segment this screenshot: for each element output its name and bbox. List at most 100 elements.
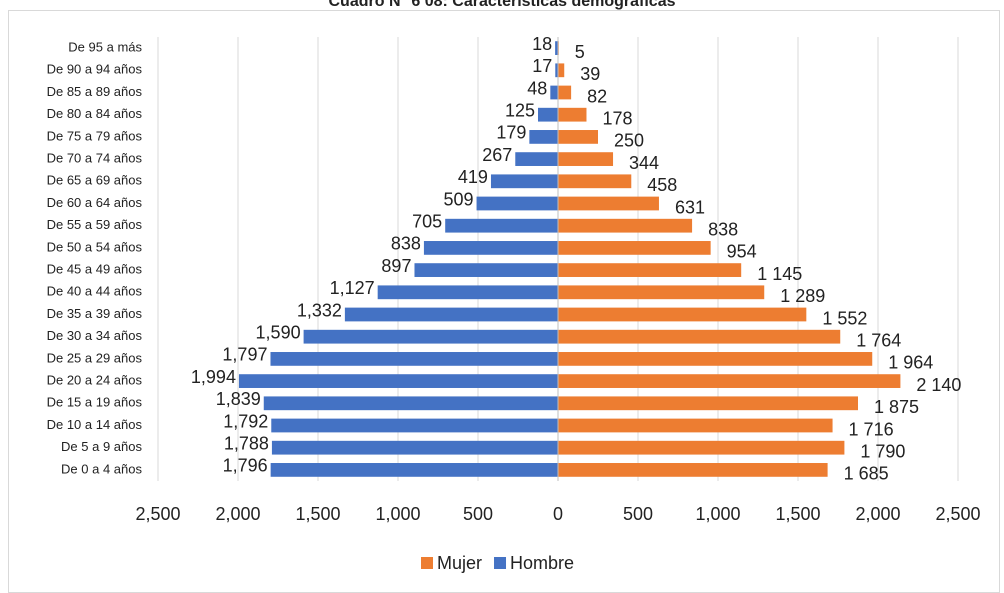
value-label: 250 — [614, 131, 644, 151]
value-label: 1 964 — [888, 353, 933, 373]
bar — [529, 130, 558, 144]
bar — [344, 307, 558, 322]
x-tick-label: 2,500 — [935, 504, 980, 524]
value-label: 954 — [727, 242, 757, 262]
value-label: 39 — [580, 64, 600, 84]
bar — [558, 130, 598, 144]
value-label: 1,792 — [223, 411, 268, 431]
legend-swatch — [494, 557, 507, 569]
bar — [476, 196, 558, 211]
y-tick-label: De 20 a 24 años — [47, 373, 143, 388]
value-label: 1,127 — [330, 278, 375, 298]
value-label: 1,797 — [222, 345, 267, 365]
bar — [271, 418, 558, 433]
x-tick-label: 500 — [463, 504, 493, 524]
value-label: 838 — [391, 234, 421, 254]
value-label: 419 — [458, 167, 488, 187]
value-label: 179 — [496, 123, 526, 143]
bar — [558, 218, 693, 233]
bar — [558, 307, 807, 322]
y-tick-label: De 0 a 4 años — [61, 461, 142, 476]
bar — [558, 463, 828, 477]
bar — [558, 285, 765, 300]
value-label: 838 — [708, 219, 738, 239]
bar — [550, 85, 558, 100]
value-label: 1,994 — [191, 367, 236, 387]
x-tick-label: 2,500 — [135, 504, 180, 524]
y-tick-label: De 70 a 74 años — [47, 151, 143, 166]
value-label: 897 — [381, 256, 411, 276]
value-label: 267 — [482, 145, 512, 165]
value-label: 1,839 — [216, 389, 261, 409]
x-tick-label: 1,500 — [775, 504, 820, 524]
bar — [414, 263, 558, 277]
chart-title: Cuadro N° 6 08: Características demográf… — [329, 0, 676, 10]
bar — [558, 63, 565, 78]
x-tick-label: 1,500 — [295, 504, 340, 524]
value-label: 1 790 — [860, 441, 905, 461]
value-label: 1,332 — [297, 300, 342, 320]
bar — [558, 374, 901, 388]
value-label: 705 — [412, 211, 442, 231]
x-tick-label: 1,000 — [375, 504, 420, 524]
bar — [558, 263, 742, 277]
y-tick-label: De 50 a 54 años — [47, 239, 143, 254]
bar — [558, 107, 587, 122]
x-tick-label: 2,000 — [855, 504, 900, 524]
y-tick-label: De 10 a 14 años — [47, 417, 143, 432]
bar — [271, 440, 558, 455]
value-label: 631 — [675, 197, 705, 217]
value-label: 1 552 — [822, 308, 867, 328]
legend-label: Hombre — [510, 553, 574, 573]
y-tick-label: De 15 a 19 años — [47, 395, 143, 410]
bar — [555, 63, 558, 78]
value-label: 1,788 — [224, 433, 269, 453]
y-tick-label: De 80 a 84 años — [47, 106, 143, 121]
x-tick-label: 1,000 — [695, 504, 740, 524]
value-label: 48 — [527, 78, 547, 98]
bar — [558, 440, 845, 455]
value-label: 1 289 — [780, 286, 825, 306]
bar — [270, 352, 558, 366]
y-tick-label: De 75 a 79 años — [47, 128, 143, 143]
bar — [538, 107, 558, 122]
value-label: 82 — [587, 86, 607, 106]
y-tick-label: De 25 a 29 años — [47, 350, 143, 365]
bar — [558, 85, 572, 100]
x-tick-label: 0 — [553, 504, 563, 524]
bar — [263, 396, 558, 411]
bar — [555, 41, 558, 55]
y-tick-label: De 65 a 69 años — [47, 173, 143, 188]
bar — [238, 374, 558, 388]
value-label: 5 — [575, 42, 585, 62]
y-tick-label: De 40 a 44 años — [47, 284, 143, 299]
bar — [558, 396, 858, 411]
bar — [515, 152, 558, 166]
y-tick-label: De 60 a 64 años — [47, 195, 143, 210]
value-label: 1 764 — [856, 330, 901, 350]
bar — [558, 418, 833, 433]
bar — [423, 241, 558, 255]
value-label: 458 — [647, 175, 677, 195]
y-tick-label: De 90 a 94 años — [47, 62, 143, 77]
y-tick-label: De 35 a 39 años — [47, 306, 143, 321]
value-label: 125 — [505, 100, 535, 120]
bar — [558, 196, 659, 211]
y-tick-label: De 45 a 49 años — [47, 262, 143, 277]
value-label: 1,590 — [256, 322, 301, 342]
bar — [558, 174, 632, 189]
value-label: 1 875 — [874, 397, 919, 417]
legend-label: Mujer — [437, 553, 482, 573]
value-label: 1 145 — [757, 264, 802, 284]
bar — [558, 241, 711, 255]
y-tick-label: De 55 a 59 años — [47, 217, 143, 232]
x-tick-label: 500 — [623, 504, 653, 524]
value-label: 344 — [629, 153, 659, 173]
bar — [558, 352, 873, 366]
bar — [270, 463, 558, 477]
y-tick-label: De 5 a 9 años — [61, 439, 142, 454]
bar — [558, 329, 841, 344]
value-label: 18 — [532, 34, 552, 54]
value-label: 1 685 — [844, 464, 889, 484]
